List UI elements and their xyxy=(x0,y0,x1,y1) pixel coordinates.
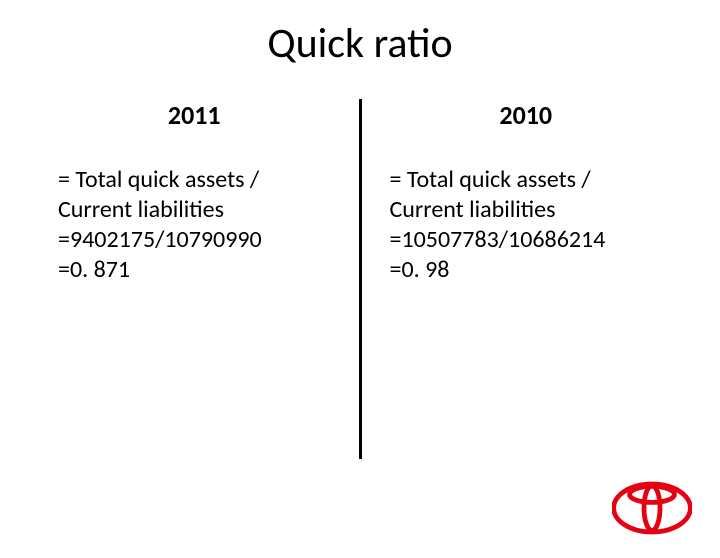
comparison-columns: 2011 = Total quick assets / Current liab… xyxy=(0,99,720,459)
calc-2010: = Total quick assets / Current liabiliti… xyxy=(390,165,663,285)
formula-values-2010: =10507783/10686214 xyxy=(390,225,663,255)
column-2010: 2010 = Total quick assets / Current liab… xyxy=(362,99,691,459)
calc-2011: = Total quick assets / Current liabiliti… xyxy=(58,165,331,285)
year-2010: 2010 xyxy=(390,99,663,131)
toyota-logo-icon xyxy=(612,480,692,536)
formula-label-2010: = Total quick assets / Current liabiliti… xyxy=(390,165,663,225)
column-2011: 2011 = Total quick assets / Current liab… xyxy=(30,99,362,459)
year-2011: 2011 xyxy=(58,99,331,131)
formula-result-2011: =0. 871 xyxy=(58,255,331,285)
formula-values-2011: =9402175/10790990 xyxy=(58,225,331,255)
formula-result-2010: =0. 98 xyxy=(390,255,663,285)
slide-title: Quick ratio xyxy=(0,18,720,69)
formula-label-2011: = Total quick assets / Current liabiliti… xyxy=(58,165,331,225)
